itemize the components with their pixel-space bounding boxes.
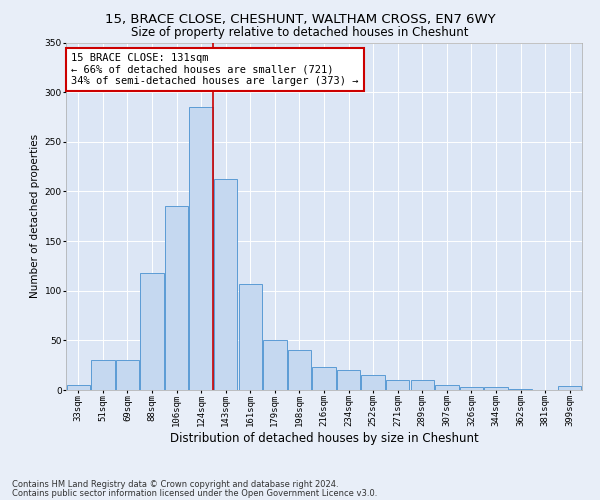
Text: 15, BRACE CLOSE, CHESHUNT, WALTHAM CROSS, EN7 6WY: 15, BRACE CLOSE, CHESHUNT, WALTHAM CROSS… [104,12,496,26]
Bar [410,380,434,390]
Bar [91,360,115,390]
Bar [558,386,581,390]
Bar [435,385,458,390]
X-axis label: Distribution of detached houses by size in Cheshunt: Distribution of detached houses by size … [170,432,478,445]
Bar [67,385,90,390]
Bar [288,350,311,390]
Bar [386,380,409,390]
Bar [484,387,508,390]
Bar [337,370,360,390]
Bar [313,367,335,390]
Bar [140,273,164,390]
Text: 15 BRACE CLOSE: 131sqm
← 66% of detached houses are smaller (721)
34% of semi-de: 15 BRACE CLOSE: 131sqm ← 66% of detached… [71,53,359,86]
Bar [190,107,213,390]
Y-axis label: Number of detached properties: Number of detached properties [31,134,40,298]
Text: Contains public sector information licensed under the Open Government Licence v3: Contains public sector information licen… [12,488,377,498]
Bar [460,387,483,390]
Bar [361,375,385,390]
Bar [165,206,188,390]
Bar [263,340,287,390]
Bar [116,360,139,390]
Bar [214,178,238,390]
Bar [509,389,532,390]
Text: Size of property relative to detached houses in Cheshunt: Size of property relative to detached ho… [131,26,469,39]
Text: Contains HM Land Registry data © Crown copyright and database right 2024.: Contains HM Land Registry data © Crown c… [12,480,338,489]
Bar [239,284,262,390]
